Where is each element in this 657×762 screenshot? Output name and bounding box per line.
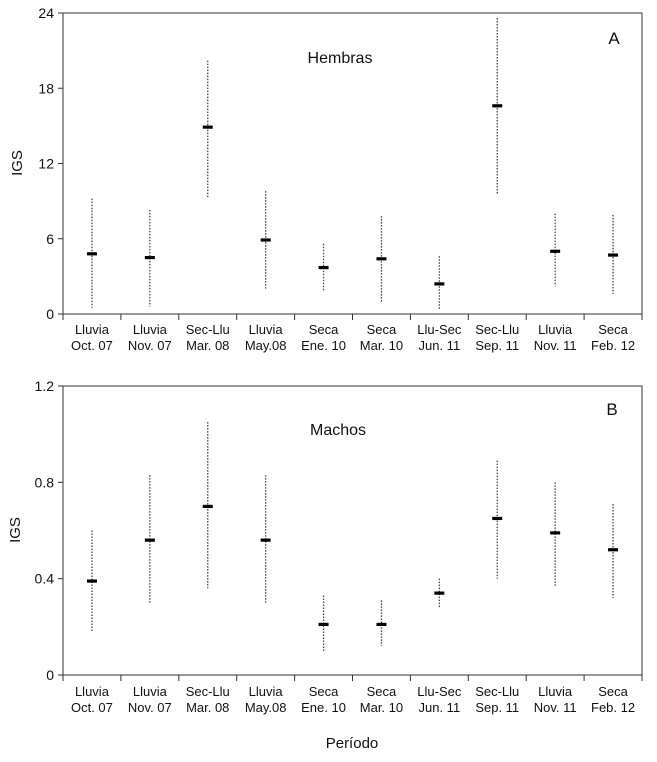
x-tick-label: Seca Feb. 12 [591,322,635,353]
panel-label: A [608,29,620,48]
y-tick-label: 18 [38,80,54,96]
x-tick-label: Sec-Llu Mar. 08 [186,684,230,715]
panel-label: B [606,400,617,419]
chart-panel-a: 0 6 12 18 24 Lluvia Oct. 07 Lluvia Nov. 07 Sec-Ll… [9,5,643,353]
x-tick-label: Sec-Llu Sep. 11 [475,322,519,353]
x-tick-label: Lluvia Oct. 07 [71,322,113,353]
y-tick-label: 24 [38,5,54,21]
x-tick-label: Seca Ene. 10 [301,322,346,353]
y-tick-label: 12 [38,156,54,172]
x-tick-label: Lluvia Nov. 11 [534,684,577,715]
panel-title: Machos [310,422,366,439]
x-tick-label: Llu-Sec Jun. 11 [417,322,462,353]
y-axis-label: IGS [7,517,24,543]
x-tick-label: Seca Ene. 10 [301,684,346,715]
x-tick-label: Lluvia Nov. 11 [534,322,577,353]
y-tick-label: 6 [46,231,54,247]
x-tick-label: Lluvia Nov. 07 [128,322,172,353]
x-tick-label: Llu-Sec Jun. 11 [417,684,462,715]
x-tick-label: Lluvia May.08 [245,684,287,715]
y-tick-label: 0.8 [35,474,55,490]
x-tick-label: Lluvia Oct. 07 [71,684,113,715]
x-tick-label: Seca Mar. 10 [360,322,403,353]
chart-panel-b: 0 0.4 0.8 1.2 Lluvia Oct. 07 Lluvia Nov. 07 Sec-… [7,378,643,715]
x-tick-label: Lluvia Nov. 07 [128,684,172,715]
x-tick-label: Seca Feb. 12 [591,684,635,715]
y-axis-label: IGS [9,150,26,176]
x-tick-label: Lluvia May.08 [245,322,287,353]
y-tick-label: 0 [46,667,54,683]
x-tick-label: Sec-Llu Sep. 11 [475,684,519,715]
x-tick-label: Sec-Llu Mar. 08 [186,322,230,353]
x-tick-label: Seca Mar. 10 [360,684,403,715]
y-tick-label: 1.2 [35,378,55,394]
panel-title: Hembras [308,50,373,67]
x-axis-label: Período [326,735,379,752]
y-tick-label: 0 [46,306,54,322]
y-tick-label: 0.4 [35,571,55,587]
